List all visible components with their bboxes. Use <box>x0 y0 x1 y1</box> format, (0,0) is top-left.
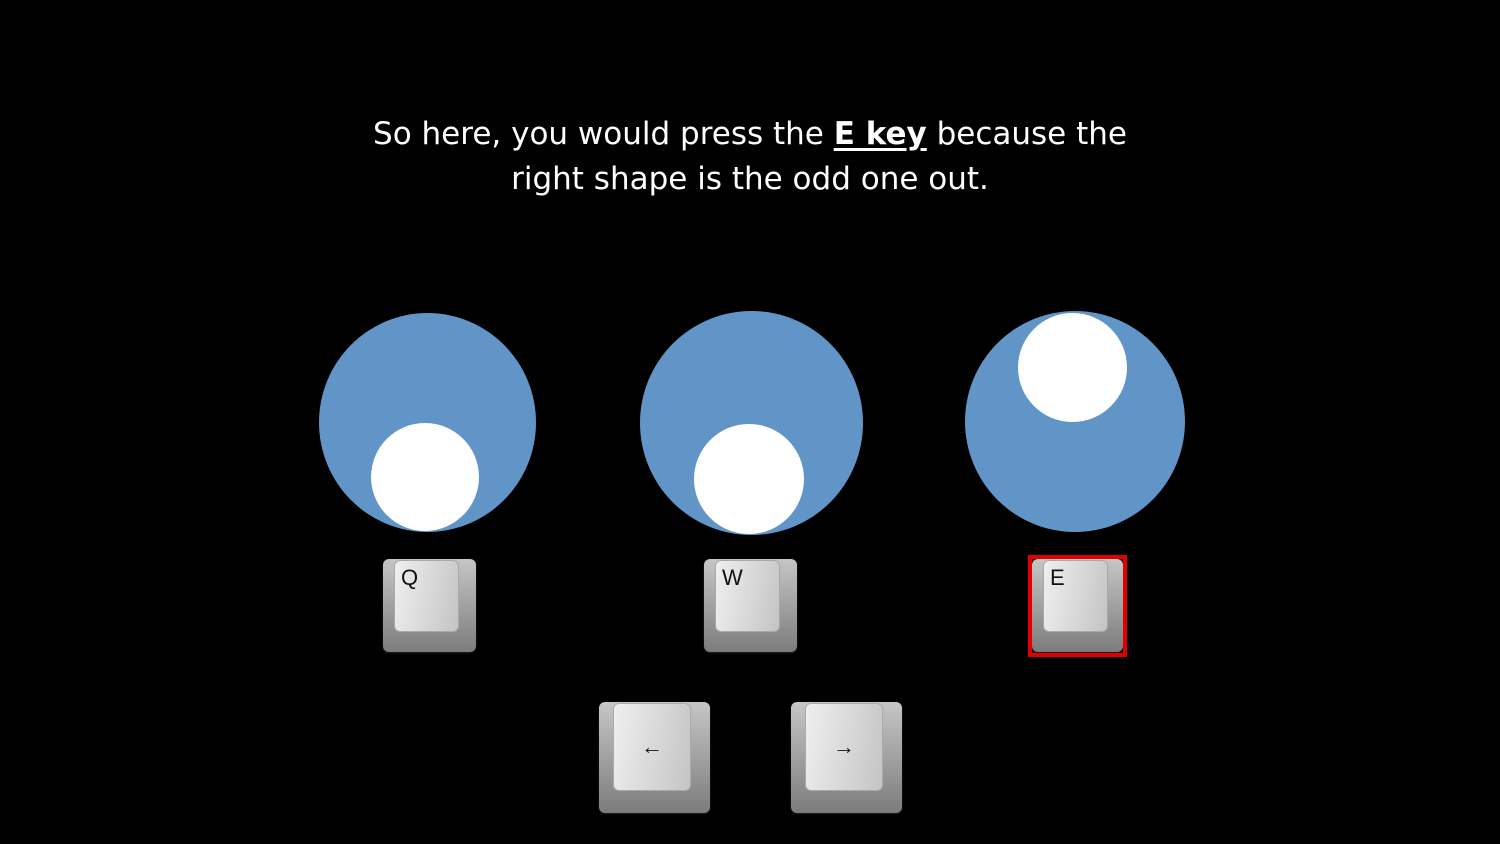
left-arrow-key[interactable]: ← <box>599 702 710 813</box>
q-key[interactable]: Q <box>383 559 476 652</box>
e-key-selection-highlight <box>1028 555 1127 657</box>
shape-left <box>319 313 536 532</box>
shape-right <box>965 311 1185 532</box>
arrow-right-icon: → <box>833 734 855 759</box>
e-key[interactable]: E <box>1032 559 1123 652</box>
arrow-left-icon: ← <box>641 734 663 759</box>
instruction-key-phrase: E key <box>833 116 927 152</box>
instruction-line-2: right shape is the odd one out. <box>511 161 989 197</box>
shape-right-dot <box>1018 313 1127 422</box>
shape-middle <box>640 311 863 535</box>
shape-left-dot <box>371 423 479 531</box>
e-key-label: E <box>1050 565 1065 590</box>
w-key-label: W <box>722 565 743 590</box>
w-key[interactable]: W <box>704 559 797 652</box>
shape-middle-dot <box>694 424 804 534</box>
instruction-line-1: So here, you would press the E key becau… <box>250 112 1250 157</box>
instruction-text-after: because the <box>926 116 1127 152</box>
right-arrow-key[interactable]: → <box>791 702 902 813</box>
instruction-text: So here, you would press the E key becau… <box>250 112 1250 202</box>
instruction-text-before: So here, you would press the <box>373 116 834 152</box>
q-key-label: Q <box>401 565 419 590</box>
